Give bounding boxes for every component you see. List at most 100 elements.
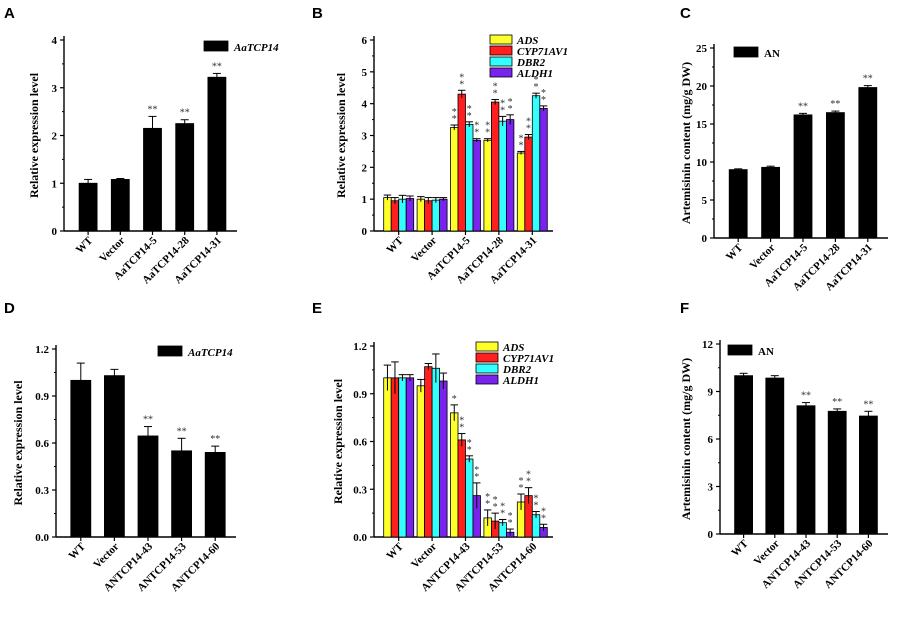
significance-mark: * <box>459 416 464 427</box>
significance-mark: * <box>452 114 457 125</box>
significance-mark: ** <box>798 101 808 112</box>
significance-mark: * <box>541 506 546 517</box>
x-category-label: WT <box>384 234 406 256</box>
significance-mark: * <box>467 445 472 456</box>
legend-swatch <box>157 345 183 357</box>
significance-mark: * <box>519 476 524 487</box>
y-tick-label: 6 <box>362 35 368 47</box>
significance-mark: * <box>500 105 505 116</box>
x-category-label: Vector <box>409 541 439 571</box>
bar <box>858 87 878 239</box>
bar <box>531 95 541 232</box>
bar <box>390 200 400 232</box>
y-tick-label: 0.3 <box>35 485 49 497</box>
legend-swatch <box>475 341 499 352</box>
y-tick-label: 1 <box>362 194 368 206</box>
significance-mark: ** <box>180 108 190 119</box>
significance-mark: * <box>508 104 513 115</box>
y-tick-label: 0.9 <box>35 391 49 403</box>
legend-swatch <box>489 56 513 67</box>
bar <box>490 101 500 232</box>
bar <box>539 108 548 232</box>
significance-mark: * <box>485 128 490 139</box>
panel-letter: F <box>680 300 689 317</box>
significance-mark: * <box>526 470 531 481</box>
y-axis-title: Relative expression level <box>11 380 25 506</box>
significance-mark: ** <box>863 74 873 85</box>
significance-mark: * <box>493 495 498 506</box>
y-tick-label: 0.0 <box>35 532 49 544</box>
significance-mark: ** <box>832 397 842 408</box>
significance-mark: * <box>459 79 464 90</box>
y-tick-label: 10 <box>696 157 708 169</box>
bar <box>70 379 92 538</box>
significance-mark: * <box>500 98 505 109</box>
bar <box>137 435 159 538</box>
bar <box>104 375 125 538</box>
y-tick-label: 0 <box>708 529 714 541</box>
bar <box>424 366 433 538</box>
bar <box>516 152 526 232</box>
y-tick-label: 2 <box>362 162 368 174</box>
bar <box>431 199 441 232</box>
significance-mark: * <box>459 72 464 83</box>
significance-mark: * <box>485 499 490 510</box>
significance-mark: * <box>534 82 539 93</box>
bar <box>472 139 481 232</box>
bar <box>383 377 392 538</box>
legend-label: ADS <box>516 35 538 47</box>
x-category-label: Vector <box>97 235 127 265</box>
legend-label: CYP71AV1 <box>517 46 568 58</box>
legend-swatch <box>475 374 499 385</box>
y-tick-label: 0.6 <box>35 438 49 450</box>
y-tick-label: 0 <box>702 233 708 245</box>
significance-mark: * <box>474 465 479 476</box>
legend-label: ALDH1 <box>502 375 539 387</box>
y-tick-label: 1 <box>52 178 58 190</box>
bar <box>457 439 466 538</box>
panel-letter: B <box>312 5 323 22</box>
x-category-label: Vector <box>747 242 777 272</box>
y-tick-label: 3 <box>708 482 714 494</box>
legend-swatch <box>727 344 753 356</box>
y-tick-label: 0.9 <box>353 389 367 401</box>
y-tick-label: 25 <box>696 43 708 55</box>
bar <box>465 123 474 232</box>
significance-mark: * <box>519 133 524 144</box>
x-category-label: Vector <box>409 235 439 265</box>
bar <box>431 367 441 538</box>
significance-mark: * <box>541 88 546 99</box>
significance-mark: * <box>500 508 505 519</box>
bar <box>143 127 162 232</box>
y-tick-label: 0 <box>52 226 58 238</box>
legend-label: DBR2 <box>516 57 546 69</box>
significance-mark: * <box>519 483 524 494</box>
bar <box>465 458 474 538</box>
bar <box>450 412 459 538</box>
y-tick-label: 3 <box>362 131 368 143</box>
bar <box>859 415 878 535</box>
y-tick-label: 4 <box>52 35 58 47</box>
x-category-label: WT <box>729 537 751 559</box>
significance-mark: * <box>534 75 539 86</box>
chart-panel-a: A 0 1 2 3 4 Relative expression level WT Vector A… <box>4 5 279 286</box>
bar <box>761 166 780 239</box>
x-category-label: WT <box>74 234 96 256</box>
y-tick-label: 2 <box>52 131 58 143</box>
legend-swatch <box>489 67 513 78</box>
bar <box>734 375 753 535</box>
significance-mark: * <box>541 95 546 106</box>
chart-panel-b: B 0 1 2 3 4 5 6 Relative expression level WT Vecto… <box>312 5 568 286</box>
bar <box>207 76 227 232</box>
y-tick-label: 4 <box>362 99 368 111</box>
bar <box>796 405 816 535</box>
bar <box>728 169 748 239</box>
y-tick-label: 0 <box>362 226 368 238</box>
y-tick-label: 0.6 <box>353 437 367 449</box>
bar <box>78 182 98 232</box>
bar <box>416 385 426 538</box>
y-axis-title: Artemisinin content (mg/g DW) <box>679 358 693 520</box>
legend-swatch <box>475 352 499 363</box>
legend-label: CYP71AV1 <box>503 353 554 365</box>
